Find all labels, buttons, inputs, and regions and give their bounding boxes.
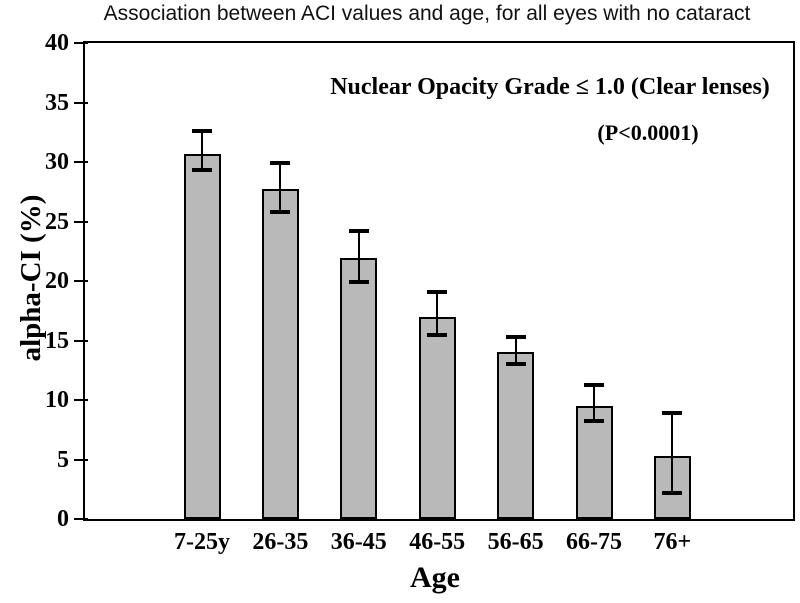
y-tick-25 — [74, 220, 88, 223]
y-tick-label-30: 30 — [45, 149, 69, 175]
x-category-label-66-75: 66-75 — [566, 529, 622, 555]
annotation-p-value: (P<0.0001) — [597, 120, 699, 145]
y-tick-label-35: 35 — [45, 89, 69, 116]
y-tick-label-5: 5 — [57, 446, 69, 473]
x-axis-title: Age — [410, 561, 460, 594]
error-cap-bottom-46-55 — [427, 332, 448, 337]
x-category-label-7-25y: 7-25y — [174, 529, 230, 555]
bar-26-35 — [261, 189, 299, 519]
error-whisker-26-35 — [279, 163, 282, 212]
error-whisker-7-25y — [201, 131, 203, 171]
y-axis-title: alpha-CI (%) — [15, 194, 47, 362]
error-cap-bottom-26-35 — [270, 209, 291, 214]
error-cap-top-26-35 — [270, 161, 291, 166]
error-cap-bottom-66-75 — [584, 419, 604, 424]
bar-36-45 — [340, 258, 378, 519]
error-whisker-56-65 — [514, 336, 517, 365]
y-tick-40 — [74, 42, 88, 44]
y-tick-label-15: 15 — [45, 327, 69, 354]
y-tick-0 — [74, 518, 88, 520]
y-tick-label-20: 20 — [45, 268, 69, 294]
y-tick-label-40: 40 — [45, 30, 69, 56]
bar-7-25y — [183, 153, 221, 519]
error-cap-bottom-7-25y — [192, 168, 212, 173]
error-whisker-36-45 — [357, 231, 360, 283]
error-cap-top-66-75 — [584, 382, 604, 387]
x-category-label-76+: 76+ — [653, 529, 692, 555]
x-category-label-56-65: 56-65 — [487, 529, 544, 555]
y-tick-10 — [74, 399, 88, 401]
y-tick-20 — [74, 280, 88, 282]
error-cap-bottom-56-65 — [505, 362, 526, 367]
x-category-label-46-55: 46-55 — [409, 529, 466, 555]
error-cap-top-76+ — [662, 411, 683, 416]
error-cap-top-7-25y — [192, 129, 212, 134]
error-whisker-46-55 — [436, 291, 439, 335]
y-tick-30 — [74, 161, 88, 163]
plot-area: Nuclear Opacity Grade ≤ 1.0 (Clear lense… — [45, 30, 795, 532]
error-cap-bottom-76+ — [662, 490, 683, 495]
y-tick-label-0: 0 — [57, 506, 69, 532]
x-category-label-36-45: 36-45 — [330, 529, 387, 555]
y-tick-35 — [74, 101, 88, 104]
error-cap-bottom-36-45 — [348, 280, 369, 285]
chart-title: Association between ACI values and age, … — [103, 2, 751, 25]
error-cap-top-56-65 — [505, 334, 526, 339]
x-category-label-26-35: 26-35 — [252, 529, 309, 555]
error-whisker-66-75 — [593, 384, 595, 422]
error-whisker-76+ — [671, 413, 674, 493]
annotation-nuclear-opacity-grade: Nuclear Opacity Grade ≤ 1.0 (Clear lense… — [330, 74, 770, 100]
bar-46-55 — [418, 316, 456, 519]
bar-56-65 — [497, 352, 535, 519]
error-cap-top-36-45 — [348, 229, 369, 234]
y-tick-label-10: 10 — [45, 387, 69, 413]
y-tick-label-25: 25 — [45, 208, 69, 235]
error-cap-top-46-55 — [427, 289, 448, 294]
y-tick-15 — [74, 339, 88, 342]
y-tick-5 — [74, 458, 88, 461]
